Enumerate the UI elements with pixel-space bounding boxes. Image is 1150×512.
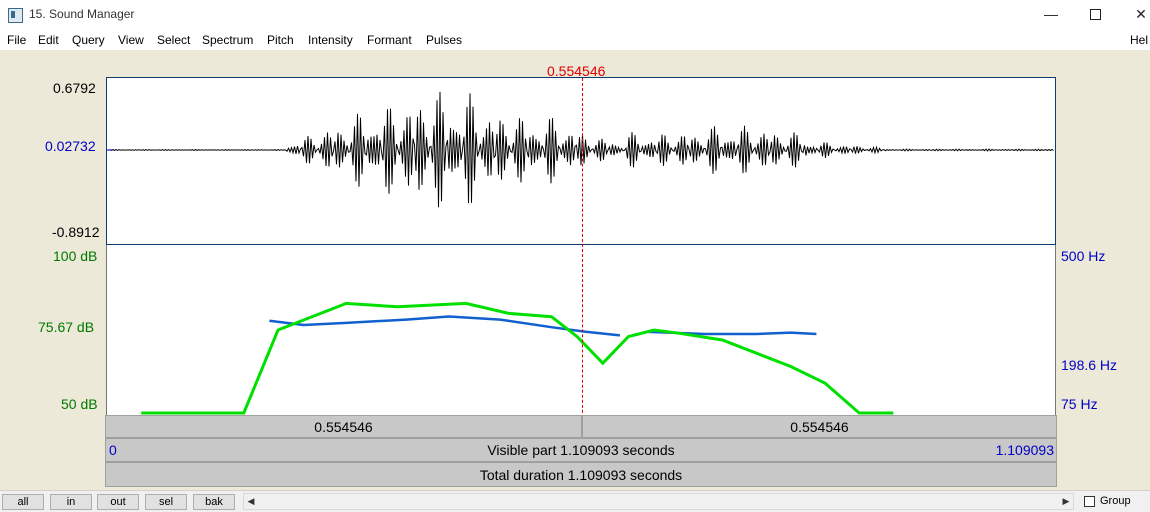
title-bar: 15. Sound Manager — ✕ — [0, 0, 1150, 30]
menu-pitch[interactable]: Pitch — [267, 33, 294, 47]
intensity-bottom-label: 50 dB — [61, 396, 98, 412]
analysis-panel[interactable] — [106, 245, 1056, 415]
minimize-button[interactable]: — — [1044, 6, 1058, 22]
zoom-sel-button[interactable]: sel — [145, 494, 187, 510]
visible-part-label: Visible part 1.109093 seconds — [487, 442, 675, 458]
waveform-panel[interactable] — [106, 77, 1056, 245]
right-part-label: 0.554546 — [790, 419, 849, 435]
menu-formant[interactable]: Formant — [367, 33, 412, 47]
group-label: Group — [1100, 495, 1131, 507]
zoom-out-button[interactable]: out — [97, 494, 139, 510]
pitch-curve-1 — [269, 315, 621, 337]
group-checkbox[interactable] — [1084, 496, 1095, 507]
cursor-line — [582, 78, 583, 438]
left-part-label: 0.554546 — [314, 419, 373, 435]
maximize-button[interactable] — [1072, 0, 1118, 30]
praat-app-icon — [8, 8, 23, 23]
menu-help[interactable]: Hel — [1130, 33, 1149, 47]
scroll-left-icon[interactable]: ◀ — [247, 496, 255, 506]
intensity-mid-label: 75.67 dB — [38, 319, 95, 335]
visible-end-label: 1.109093 — [995, 442, 1054, 458]
scroll-right-icon[interactable]: ▶ — [1062, 496, 1070, 506]
horizontal-scrollbar[interactable]: ◀ ▶ — [243, 493, 1074, 510]
waveform-trace — [107, 91, 1054, 208]
waveform-max-label: 0.6792 — [53, 80, 96, 96]
menu-query[interactable]: Query — [72, 33, 105, 47]
menu-select[interactable]: Select — [157, 33, 191, 47]
left-part-bar[interactable]: 0.554546 — [105, 415, 582, 438]
menu-pulses[interactable]: Pulses — [426, 33, 463, 47]
menu-bar: File Edit Query View Select Spectrum Pit… — [0, 30, 1150, 50]
pitch-mid-label: 198.6 Hz — [1061, 357, 1118, 373]
intensity-curve — [141, 301, 894, 415]
waveform-svg — [107, 91, 1054, 208]
pitch-top-label: 500 Hz — [1061, 248, 1106, 264]
intensity-top-label: 100 dB — [53, 248, 98, 264]
window-title: 15. Sound Manager — [29, 7, 135, 21]
menu-intensity[interactable]: Intensity — [308, 33, 353, 47]
right-part-bar[interactable]: 0.554546 — [582, 415, 1057, 438]
waveform-cursor-value-label: 0.02732 — [45, 138, 96, 154]
total-duration-label: Total duration 1.109093 seconds — [479, 467, 683, 483]
visible-start-label: 0 — [109, 442, 117, 458]
menu-file[interactable]: File — [7, 33, 27, 47]
total-duration-bar[interactable]: Total duration 1.109093 seconds — [105, 462, 1057, 487]
zoom-all-button[interactable]: all — [2, 494, 44, 510]
menu-edit[interactable]: Edit — [38, 33, 59, 47]
waveform-min-label: -0.8912 — [52, 224, 100, 240]
zoom-back-button[interactable]: bak — [193, 494, 235, 510]
pitch-bottom-label: 75 Hz — [1061, 396, 1098, 412]
analysis-chart-svg — [141, 301, 894, 415]
bottom-toolbar: all in out sel bak ◀ ▶ Group — [0, 490, 1150, 512]
zoom-in-button[interactable]: in — [50, 494, 92, 510]
maximize-icon — [1089, 9, 1101, 20]
menu-spectrum[interactable]: Spectrum — [202, 33, 254, 47]
close-button[interactable]: ✕ — [1135, 6, 1147, 22]
visible-part-bar[interactable]: 0 Visible part 1.109093 seconds 1.109093 — [105, 438, 1057, 462]
menu-view[interactable]: View — [118, 33, 144, 47]
cursor-time-label: 0.554546 — [547, 63, 606, 79]
